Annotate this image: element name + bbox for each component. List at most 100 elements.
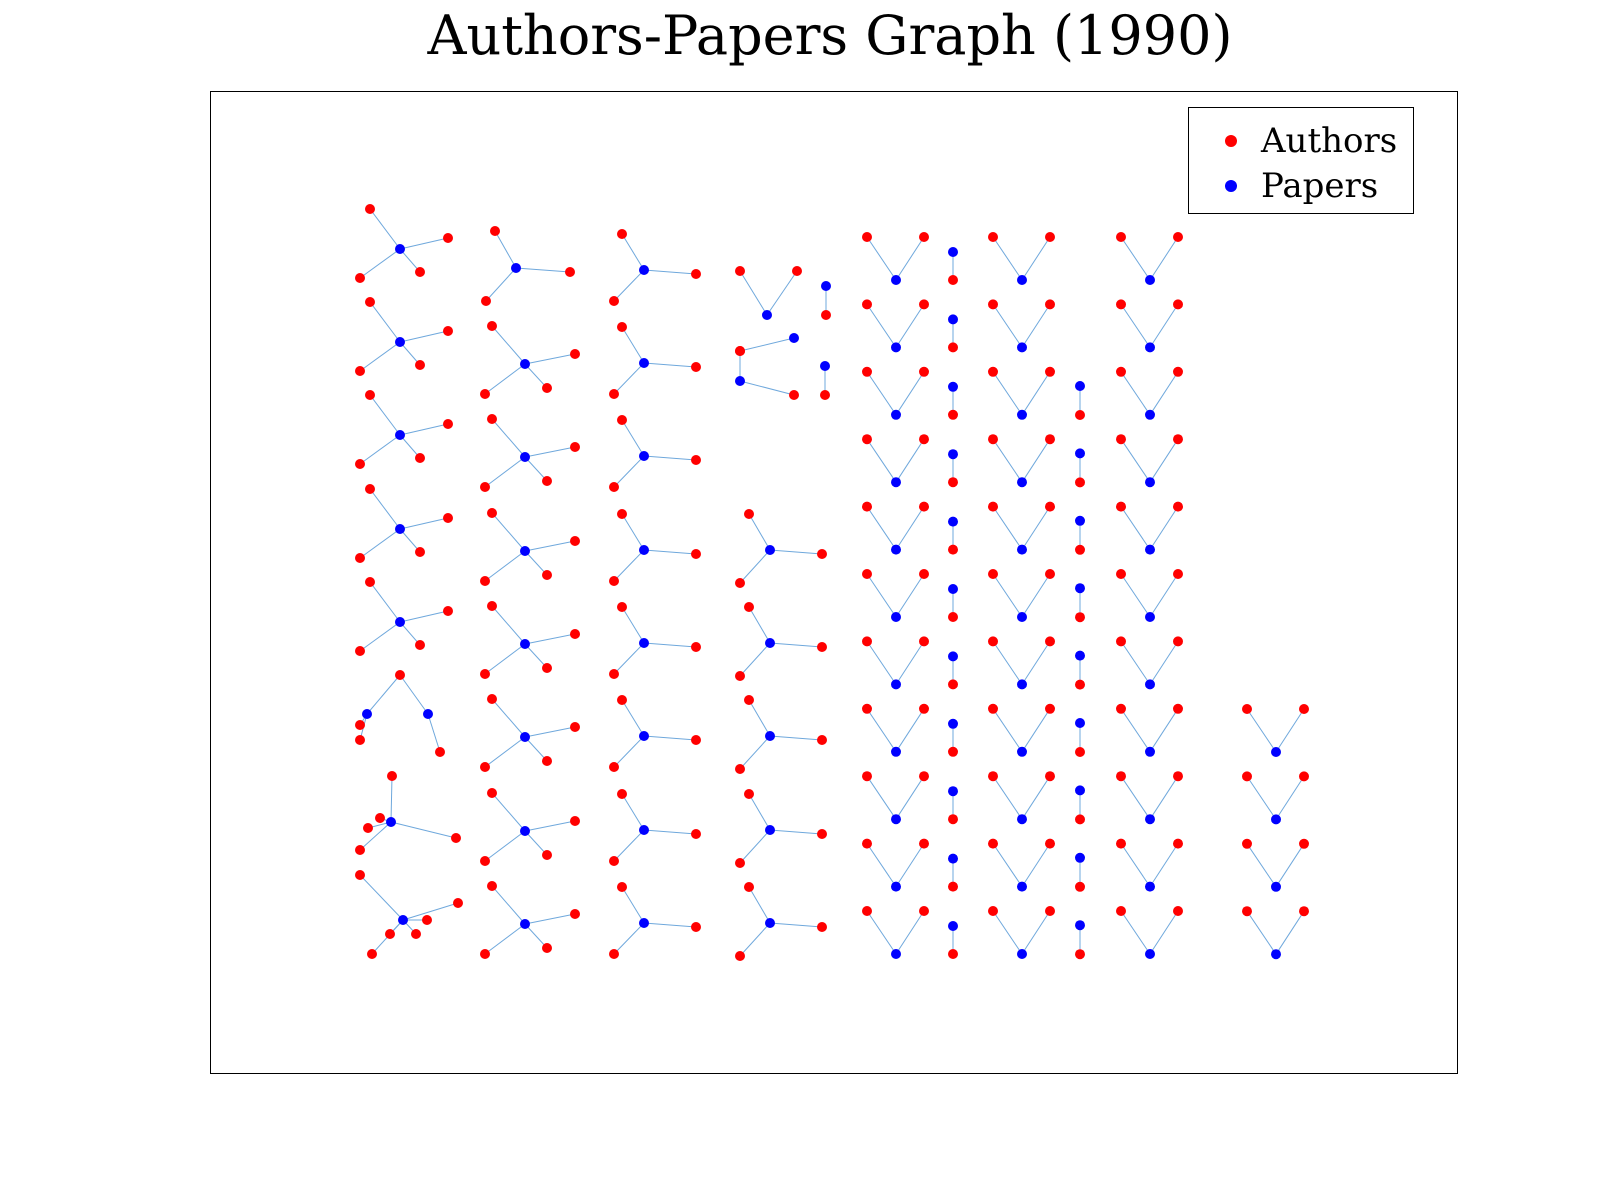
paper-node: [891, 477, 901, 488]
paper-node: [1075, 583, 1085, 594]
author-node: [1242, 906, 1252, 917]
graph-edge: [524, 446, 576, 458]
paper-node: [891, 949, 901, 959]
graph-edge: [1275, 776, 1305, 820]
graph-edge: [1275, 708, 1305, 753]
paper-node: [891, 342, 901, 353]
paper-node: [948, 853, 958, 864]
graph-edge: [1021, 438, 1051, 483]
author-node: [365, 484, 375, 494]
paper-node: [948, 247, 958, 257]
graph-edge: [992, 910, 1023, 955]
graph-edge: [621, 419, 645, 457]
graph-edge: [1120, 573, 1151, 618]
graph-edge: [992, 438, 1023, 483]
paper-node: [1145, 679, 1155, 690]
author-node: [570, 629, 580, 639]
graph-edge: [895, 304, 925, 348]
graph-edge: [1021, 775, 1051, 820]
author-node: [919, 366, 929, 377]
author-node: [487, 414, 497, 424]
author-node: [355, 735, 365, 745]
graph-edge: [1149, 236, 1179, 281]
graph-edge: [1149, 506, 1179, 550]
graph-edge: [1246, 776, 1277, 820]
author-node: [617, 322, 627, 332]
author-node: [355, 366, 365, 376]
paper-node: [1075, 718, 1085, 728]
author-node: [1075, 747, 1085, 757]
author-node: [609, 762, 619, 772]
author-node: [744, 509, 754, 519]
paper-node: [1145, 544, 1155, 555]
author-node: [609, 482, 619, 492]
graph-edge: [524, 913, 576, 925]
graph-edge: [524, 726, 576, 738]
author-node: [480, 949, 490, 959]
graph-edge: [491, 418, 526, 458]
paper-node: [362, 709, 372, 719]
paper-node: [735, 376, 745, 386]
graph-edge: [427, 713, 441, 753]
graph-edge: [895, 438, 925, 483]
author-node: [355, 553, 365, 563]
author-node: [480, 576, 490, 586]
paper-node: [1145, 949, 1155, 959]
graph-edge: [739, 380, 795, 396]
author-node: [487, 508, 497, 518]
author-node: [617, 415, 627, 425]
graph-edge: [895, 573, 925, 618]
author-node: [570, 909, 580, 919]
graph-edge: [399, 237, 449, 250]
graph-edge: [748, 513, 771, 551]
author-node: [443, 513, 453, 523]
paper-node: [639, 918, 649, 928]
graph-edge: [866, 641, 897, 685]
author-node: [365, 577, 375, 587]
graph-edge: [643, 362, 697, 368]
author-node: [1173, 299, 1183, 310]
graph-edge: [643, 269, 697, 275]
paper-node: [1075, 785, 1085, 796]
author-node: [1116, 838, 1126, 849]
paper-node: [948, 651, 958, 662]
graph-edge: [359, 874, 404, 921]
legend: Authors Papers: [1188, 107, 1414, 214]
author-node: [862, 501, 872, 512]
author-node: [988, 366, 998, 377]
paper-node: [1271, 814, 1281, 825]
graph-edge: [613, 269, 645, 302]
graph-edge: [524, 550, 548, 576]
graph-edge: [1021, 910, 1051, 955]
paper-node: [948, 786, 958, 797]
graph-edge: [992, 304, 1023, 348]
graph-edge: [1149, 910, 1179, 955]
graph-edge: [1021, 506, 1051, 550]
author-node: [422, 915, 432, 925]
author-node: [480, 669, 490, 679]
graph-edge: [766, 270, 798, 316]
author-node: [609, 949, 619, 959]
author-node: [617, 509, 627, 519]
author-node: [1075, 949, 1085, 960]
graph-edge: [1120, 708, 1151, 753]
graph-edge: [866, 304, 897, 348]
graph-edge: [895, 371, 925, 416]
graph-edge: [524, 540, 576, 552]
author-node: [988, 434, 998, 445]
graph-edge: [613, 735, 645, 768]
graph-edge: [895, 775, 925, 820]
author-node: [817, 735, 827, 745]
author-node: [862, 569, 872, 579]
graph-edge: [866, 438, 897, 483]
graph-edge: [1021, 304, 1051, 348]
author-node: [542, 570, 552, 580]
paper-node: [1145, 342, 1155, 353]
graph-edge: [769, 829, 823, 835]
author-node: [988, 838, 998, 849]
author-node: [542, 663, 552, 673]
paper-node: [520, 359, 530, 369]
author-node: [570, 536, 580, 546]
graph-edge: [1149, 371, 1179, 416]
graph-edge: [1120, 506, 1151, 550]
